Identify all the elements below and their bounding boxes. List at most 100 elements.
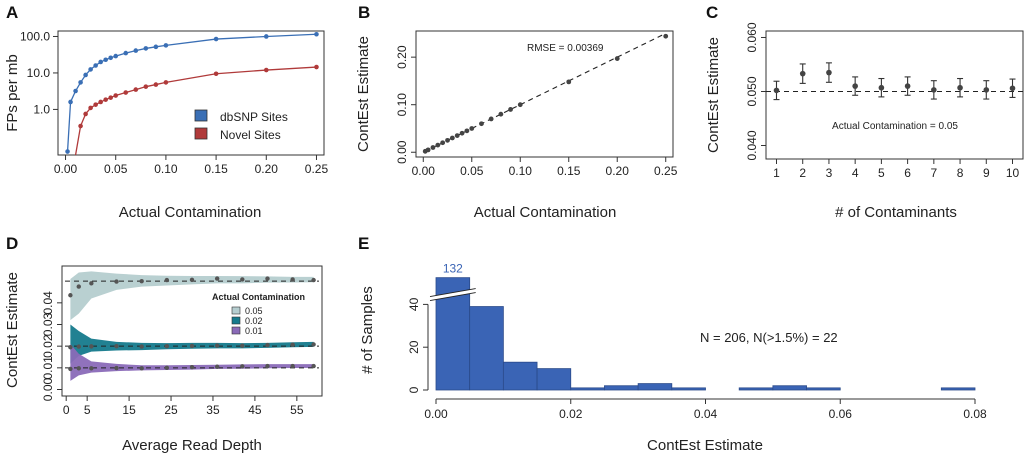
panel-d-legend-title: Actual Contamination	[212, 292, 305, 302]
panel-d-xtick-label: 55	[290, 403, 304, 417]
panel-d-xtick-label: 25	[164, 403, 178, 417]
panel-a-point	[263, 34, 269, 39]
panel-d-point	[214, 364, 220, 369]
panel-b-point	[508, 107, 513, 112]
panel-b-label: B	[358, 3, 370, 22]
panel-e-ytick-label: 20	[407, 340, 421, 354]
panel-a-point	[153, 82, 159, 87]
panel-d-point	[68, 345, 73, 350]
panel-b-point	[425, 147, 431, 153]
panel-a-point	[108, 55, 113, 61]
panel-a-point	[314, 31, 319, 37]
panel-d-point	[164, 277, 170, 283]
panel-a-point	[123, 90, 129, 95]
panel-b-rmse: RMSE = 0.00369	[527, 43, 604, 54]
panel-d-xtick-label: 5	[84, 403, 91, 417]
panel-e-bar	[806, 387, 841, 391]
panel-b-point	[435, 142, 441, 148]
panel-c-point	[957, 84, 963, 91]
panel-b-point	[454, 133, 460, 139]
panel-b-point	[479, 121, 484, 127]
panel-c-point	[904, 83, 911, 89]
panel-c-ytick-label: 0.050	[745, 76, 759, 106]
panel-d-xtick-label: 35	[206, 403, 220, 417]
panel-b-xtick-label: 0.25	[654, 164, 678, 178]
panel-a-legend: dbSNP Sites Novel Sites	[194, 109, 288, 142]
panel-a-ylabel: FPs per mb	[4, 54, 21, 132]
panel-d-point	[290, 277, 295, 282]
panel-a-point	[88, 105, 93, 111]
legend-label-005: 0.05	[245, 306, 263, 316]
panel-e-xtick-label: 0.06	[829, 407, 853, 421]
legend-label-001: 0.01	[245, 326, 263, 336]
panel-a-label: A	[6, 3, 18, 22]
legend-swatch-005	[231, 306, 241, 315]
panel-d-ytick-label: 0.04	[41, 291, 55, 315]
panel-e-xlabel: ContEst Estimate	[647, 437, 763, 454]
panel-b-ylabel: ContEst Estimate	[355, 36, 372, 152]
panel-a-point	[143, 46, 149, 51]
panel-d-point	[240, 343, 245, 348]
panel-e-bar	[772, 385, 807, 391]
panel-a-point	[73, 88, 78, 94]
panel-a-point	[68, 99, 73, 105]
panel-b-point	[566, 79, 572, 85]
panel-b-point	[663, 33, 669, 39]
panel-a-point	[83, 72, 88, 78]
panel-e-ytick-label: 0	[407, 386, 421, 393]
panel-d-ytick-label: 0.02	[41, 334, 55, 358]
panel-d-point	[214, 343, 220, 348]
panel-d-point	[139, 366, 144, 371]
panel-d-point	[311, 342, 316, 347]
panel-e-ylabel: # of Samples	[359, 286, 376, 374]
panel-d-point	[76, 284, 81, 289]
panel-a-point	[93, 63, 98, 68]
panel-c: C # of Contaminants ContEst Estimate Act…	[705, 3, 1024, 221]
panel-a-point	[78, 123, 83, 129]
panel-c-point	[1009, 85, 1016, 92]
panel-b-xtick-label: 0.00	[412, 164, 436, 178]
panel-d-point	[68, 366, 73, 372]
panel-e-bar	[502, 361, 538, 391]
panel-d-point	[240, 277, 245, 282]
panel-d-point	[265, 276, 270, 281]
panel-a-point	[83, 111, 88, 117]
panel-b-ytick-label: 0.20	[395, 45, 409, 69]
panel-d-xtick-label: 0	[63, 403, 70, 417]
panel-c-point	[773, 87, 780, 94]
panel-d-point	[89, 344, 94, 349]
panel-b-xtick-label: 0.20	[606, 164, 630, 178]
legend-swatch-dbsnp	[194, 109, 208, 122]
panel-d-point	[189, 343, 195, 349]
panel-b-point	[440, 140, 446, 146]
panel-a-point	[103, 57, 108, 63]
panel-e-xtick-label: 0.04	[694, 407, 718, 421]
panel-e-bar	[469, 306, 504, 391]
panel-e-label: E	[358, 234, 369, 253]
panel-a-point	[113, 93, 119, 98]
panel-d-point	[114, 279, 119, 284]
panel-a-xtick-label: 0.05	[104, 162, 128, 176]
panel-a-xtick-label: 0.25	[305, 162, 329, 176]
panel-a-point	[93, 102, 98, 107]
panel-c-xtick-label: 4	[852, 166, 859, 180]
panel-b-xtick-label: 0.05	[460, 164, 484, 178]
panel-b-xtick-label: 0.10	[509, 164, 533, 178]
panel-a-point	[103, 97, 108, 102]
panel-c-ylabel: ContEst Estimate	[705, 37, 722, 153]
panel-b-point	[449, 135, 455, 141]
panel-b-point	[469, 126, 475, 131]
panel-b-ytick-label: 0.10	[395, 93, 409, 117]
panel-d-point	[139, 344, 144, 349]
panel-e-break-label: 132	[443, 262, 463, 276]
panel-a-xlabel: Actual Contamination	[119, 204, 262, 221]
panel-e-xtick-label: 0.08	[963, 407, 987, 421]
panel-e-xtick-label: 0.02	[559, 407, 583, 421]
panel-d-point	[214, 276, 220, 281]
panel-d-xtick-label: 15	[122, 403, 136, 417]
legend-swatch-novel	[194, 127, 208, 140]
panel-a-xtick-label: 0.10	[154, 162, 178, 176]
panel-b-point	[517, 102, 523, 108]
